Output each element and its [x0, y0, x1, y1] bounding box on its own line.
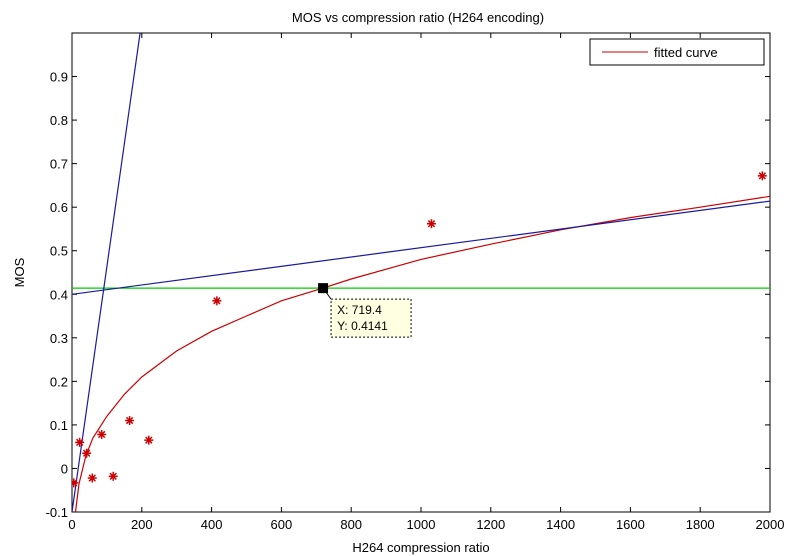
legend-label-fitted-curve: fitted curve: [654, 45, 718, 60]
y-axis-label: MOS: [12, 257, 27, 287]
x-tick-label: 200: [131, 517, 153, 532]
scatter-point[interactable]: [108, 471, 118, 481]
scatter-point[interactable]: [69, 478, 79, 488]
legend[interactable]: fitted curve: [589, 38, 765, 66]
y-tick-label: 0.2: [50, 374, 68, 389]
plot-area[interactable]: [71, 32, 771, 513]
data-tip-marker[interactable]: [318, 283, 329, 294]
series-line-3: [72, 200, 770, 295]
x-tick-label: 1600: [616, 517, 645, 532]
y-tick-label: 0.7: [50, 157, 68, 172]
x-tick-label: 1000: [407, 517, 436, 532]
y-tick-label: 0.5: [50, 244, 68, 259]
x-tick-label: 1400: [546, 517, 575, 532]
series-line-4: [72, 33, 141, 512]
y-tick-label: 0: [61, 461, 68, 476]
scatter-point[interactable]: [757, 171, 767, 181]
scatter-point[interactable]: [426, 219, 436, 229]
scatter-points: [69, 171, 767, 488]
scatter-point[interactable]: [125, 416, 135, 426]
x-tick-label: 400: [201, 517, 223, 532]
x-tick-label: 1800: [686, 517, 715, 532]
x-tick-label: 800: [340, 517, 362, 532]
chart-title: MOS vs compression ratio (H264 encoding): [292, 10, 544, 25]
x-axis-label: H264 compression ratio: [352, 540, 489, 555]
scatter-point[interactable]: [75, 437, 85, 447]
y-tick-label: -0.1: [46, 505, 68, 520]
series-line-fitted-curve: [74, 195, 770, 512]
scatter-point[interactable]: [87, 473, 97, 483]
y-tick-label: 0.9: [50, 70, 68, 85]
scatter-point[interactable]: [212, 296, 222, 306]
x-tick-label: 1200: [476, 517, 505, 532]
y-tick-label: 0.8: [50, 113, 68, 128]
axis-ticks: 0 200 400 600 800 1000 1200 1400 1600 1800 2000 -0.…: [46, 33, 785, 532]
y-tick-label: 0.6: [50, 200, 68, 215]
y-tick-label: 0.4: [50, 287, 68, 302]
x-tick-label: 0: [68, 517, 75, 532]
data-tip-box: [330, 298, 412, 338]
y-tick-label: 0.3: [50, 331, 68, 346]
y-tick-label: 0.1: [50, 418, 68, 433]
data-tip-x: X: 719.4: [337, 303, 382, 317]
series-lines: [72, 33, 770, 512]
scatter-point[interactable]: [82, 448, 92, 458]
x-tick-label: 600: [271, 517, 293, 532]
scatter-point[interactable]: [144, 435, 154, 445]
scatter-point[interactable]: [97, 429, 107, 439]
x-tick-label: 2000: [756, 517, 785, 532]
data-tip[interactable]: X: 719.4 Y: 0.4141: [318, 283, 412, 338]
data-tip-y: Y: 0.4141: [337, 319, 388, 333]
